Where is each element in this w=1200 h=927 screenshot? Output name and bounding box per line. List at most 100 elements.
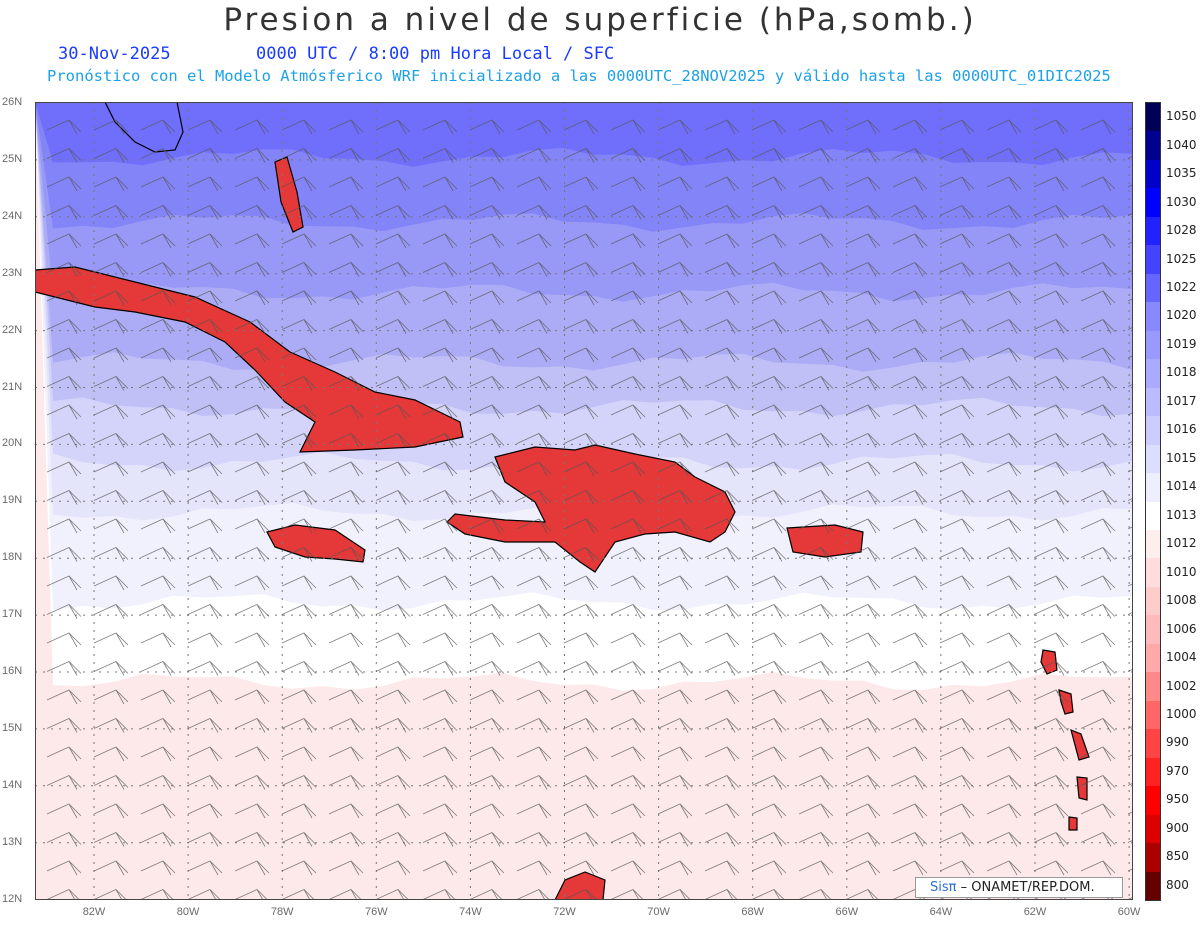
wind-barb [516, 262, 552, 277]
wind-barb [234, 347, 270, 363]
wind-barb [1033, 404, 1069, 420]
wind-barb [798, 889, 833, 900]
wind-barb [610, 547, 646, 562]
wind-barb [939, 718, 975, 733]
wind-barb [375, 632, 411, 648]
wind-barb [986, 490, 1022, 505]
wind-barb [610, 119, 646, 135]
wind-barb [140, 205, 176, 220]
longitude-label: 78W [270, 906, 294, 918]
wind-barb [704, 376, 740, 391]
wind-barb [1033, 119, 1069, 135]
wind-barb [281, 376, 317, 391]
wind-barb [610, 176, 646, 192]
wind-barb [281, 832, 317, 847]
wind-barb [422, 433, 458, 448]
wind-barb [845, 718, 881, 733]
wind-barb [892, 433, 928, 448]
wind-barb [46, 290, 82, 306]
wind-barb [751, 290, 787, 306]
wind-barb [281, 661, 317, 676]
colorbar [1145, 102, 1161, 901]
wind-barb [46, 433, 82, 448]
wind-barb [469, 661, 505, 676]
latitude-label: 14N [2, 778, 23, 791]
wind-barb [516, 575, 552, 591]
wind-barb [187, 689, 223, 705]
wind-barb [563, 376, 599, 391]
wind-barb [234, 176, 270, 192]
colorbar-segment [1146, 359, 1160, 389]
latitude-label: 13N [2, 835, 23, 848]
wind-barb [751, 119, 787, 135]
wind-barb [845, 547, 881, 562]
wind-barb [939, 775, 975, 790]
wind-barb [422, 347, 458, 363]
wind-barb [281, 518, 317, 534]
wind-barb [469, 632, 505, 648]
wind-barb [93, 604, 129, 619]
cuba-island [35, 266, 464, 453]
wind-barb [46, 832, 82, 847]
wind-barb [610, 262, 646, 277]
wind-barb [845, 832, 881, 847]
wind-barb [892, 575, 928, 591]
wind-barb [563, 148, 599, 163]
wind-barb [328, 376, 364, 391]
wind-barb [422, 803, 458, 819]
wind-barb [610, 575, 646, 591]
wind-barb [46, 490, 82, 505]
colorbar-segment [1146, 501, 1160, 531]
wind-barb [751, 803, 787, 819]
longitude-label: 80W [176, 906, 200, 918]
wind-barb [46, 889, 81, 900]
wind-barb [328, 148, 364, 163]
wind-barb [751, 575, 787, 591]
wind-barb [563, 233, 599, 249]
wind-barb [657, 775, 693, 790]
wind-barb [798, 575, 834, 591]
wind-barb [422, 376, 458, 391]
colorbar-segment [1146, 757, 1160, 787]
longitude-label: 66W [835, 906, 859, 918]
wind-barb [516, 490, 552, 505]
wind-barb [845, 176, 881, 192]
wind-barb [469, 376, 505, 391]
wind-barb [798, 632, 834, 648]
wind-barb [46, 148, 82, 163]
wind-barb [140, 860, 176, 876]
wind-barb [93, 775, 129, 790]
wind-barb [469, 433, 505, 448]
wind-barb [986, 718, 1022, 733]
wind-barb [375, 433, 411, 448]
wind-barb [704, 661, 740, 676]
wind-barb [986, 148, 1022, 163]
wind-barb [375, 575, 411, 591]
wind-barb [751, 889, 786, 900]
wind-barb [375, 518, 411, 534]
wind-barb [1080, 233, 1116, 249]
wind-barb [234, 832, 270, 847]
wind-barb [375, 718, 411, 733]
wind-barb [187, 490, 223, 505]
colorbar-label: 1008 [1166, 593, 1197, 608]
wind-barb [281, 290, 317, 306]
colorbar-label: 950 [1166, 792, 1189, 807]
wind-barb [751, 746, 787, 762]
colorbar-segment [1146, 330, 1160, 360]
map-canvas [35, 102, 1133, 900]
wind-barb [892, 775, 928, 790]
wind-barb [234, 860, 270, 876]
wind-barb [986, 404, 1022, 420]
credit-box: Sisπ – ONAMET/REP.DOM. [915, 877, 1123, 898]
colorbar-label: 1010 [1166, 564, 1197, 579]
wind-barb [798, 347, 834, 363]
colorbar-label: 970 [1166, 763, 1189, 778]
wind-barb [939, 661, 975, 676]
wind-barb [328, 404, 364, 420]
wind-barb [751, 461, 787, 477]
colorbar-label: 1002 [1166, 678, 1197, 693]
wind-barb [1080, 803, 1116, 819]
wind-barb [140, 518, 176, 534]
wind-barb [939, 376, 975, 391]
